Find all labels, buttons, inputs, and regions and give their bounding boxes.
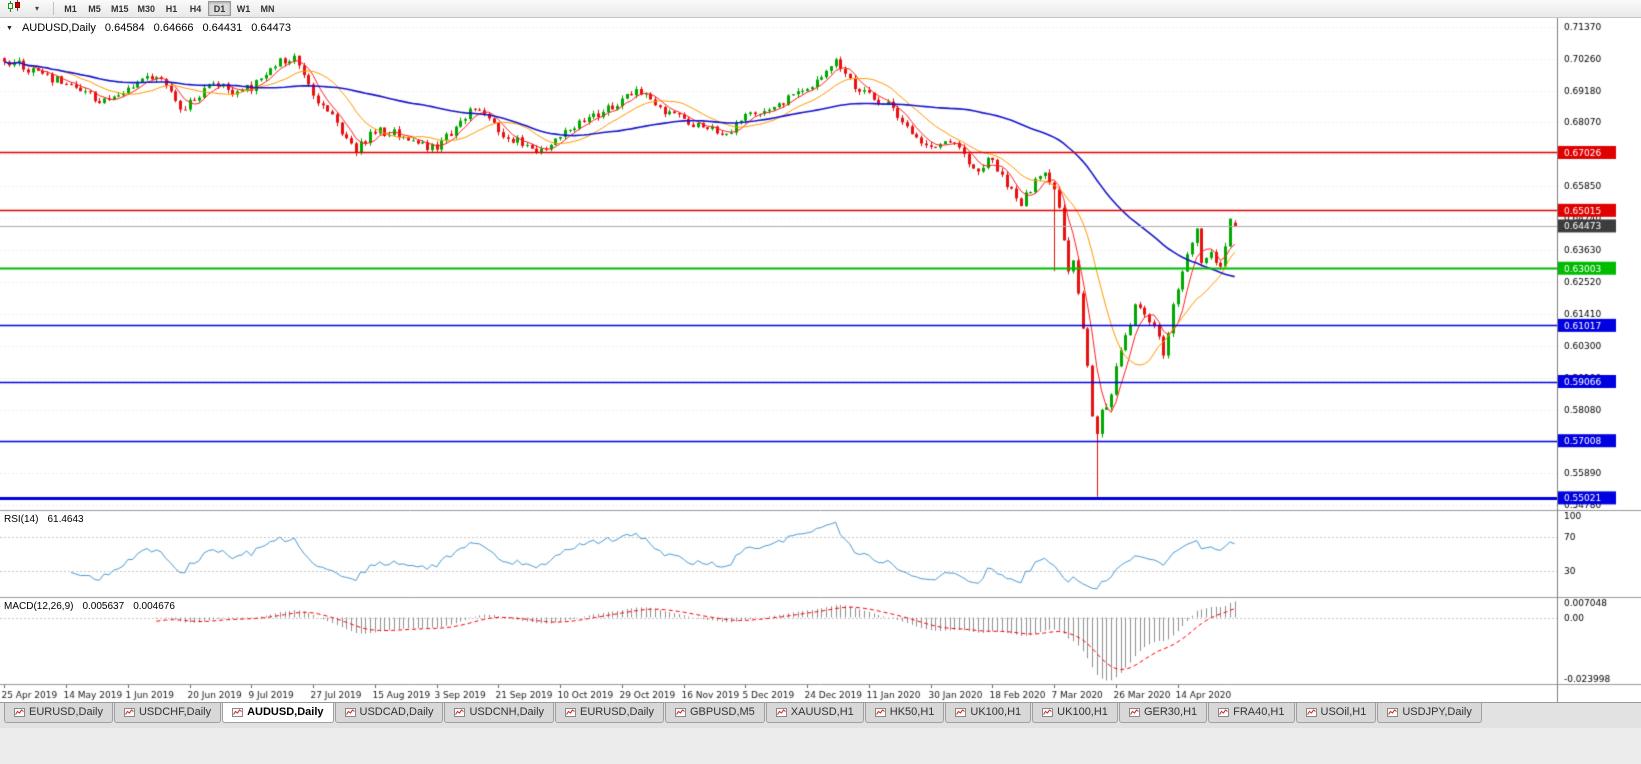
macd-value-signal: 0.004676 [133,601,175,612]
chart-type-dropdown-button[interactable]: ▾ [26,0,48,17]
collapse-triangle-icon[interactable]: ▼ [6,25,13,32]
mini-chart-icon [874,707,886,717]
chart-tab-label: USDCHF,Daily [138,706,212,718]
timeframe-button-m30[interactable]: M30 [134,1,160,16]
rsi-label: RSI(14) [4,514,39,525]
mini-chart-icon [344,707,356,717]
macd-label: MACD(12,26,9) [4,601,74,612]
mini-chart-icon [123,707,135,717]
ohlc-high: 0.64666 [153,22,194,34]
chart-tab-hk50-h1[interactable]: HK50,H1 [864,703,945,723]
chart-tab-gbpusd-m5[interactable]: GBPUSD,M5 [665,703,765,723]
chart-tab-label: USDJPY,Daily [1402,706,1472,718]
timeframe-toolbar: ▾ M1 M5 M15 M30 H1 H4 D1 W1 MN [0,0,1641,18]
chart-tab-label: GBPUSD,M5 [690,706,755,718]
rsi-value: 61.4643 [47,514,84,525]
mini-chart-icon [1128,707,1140,717]
mini-chart-icon [1042,707,1054,717]
timeframe-button-mn[interactable]: MN [256,1,279,16]
timeframe-buttons: M1 M5 M15 M30 H1 H4 D1 W1 MN [59,1,279,16]
mini-chart-icon [14,707,25,717]
mini-chart-icon [775,707,787,717]
mini-chart-icon [1218,707,1230,717]
chart-tab-label: GER30,H1 [1143,706,1198,718]
ohlc-open: 0.64584 [104,22,145,34]
timeframe-button-h4[interactable]: H4 [184,1,207,16]
chart-tabbar: EURUSD,Daily USDCHF,Daily AUDUSD,Daily USDC… [0,702,1641,728]
mini-chart-icon [675,707,686,717]
status-strip [0,728,1641,764]
mini-chart-icon [1305,707,1317,717]
mini-chart-icon [232,707,244,717]
timeframe-button-m1[interactable]: M1 [59,1,82,16]
chart-tab-eurusd-daily[interactable]: EURUSD,Daily [555,703,664,723]
chart-tab-usdcnh-daily[interactable]: USDCNH,Daily [444,703,555,723]
timeframe-button-h1[interactable]: H1 [160,1,183,16]
chart-tab-audusd-daily[interactable]: AUDUSD,Daily [222,703,334,723]
chart-tab-label: AUDUSD,Daily [247,706,324,718]
candlestick-chart-icon [7,0,22,18]
chart-tab-fra40-h1[interactable]: FRA40,H1 [1208,703,1295,723]
timeframe-button-d1[interactable]: D1 [208,1,232,16]
chart-tab-label: HK50,H1 [889,706,935,718]
chart-tab-uk100-h1[interactable]: UK100,H1 [945,703,1032,723]
ohlc-low: 0.64431 [202,22,243,34]
chart-region: ▼ AUDUSD,Daily 0.64584 0.64666 0.64431 0… [0,18,1641,702]
macd-value-main: 0.005637 [82,601,125,612]
macd-indicator-header: MACD(12,26,9) 0.005637 0.004676 [4,601,175,612]
chart-tab-usdchf-daily[interactable]: USDCHF,Daily [113,703,222,723]
toolbar-separator [53,2,54,15]
caret-down-icon: ▾ [34,3,39,13]
chart-tab-usoil-h1[interactable]: USOil,H1 [1295,703,1377,723]
timeframe-button-m5[interactable]: M5 [83,1,106,16]
chart-tab-label: XAUUSD,H1 [790,706,854,718]
timeframe-button-w1[interactable]: W1 [232,1,255,16]
chart-tab-xauusd-h1[interactable]: XAUUSD,H1 [765,703,864,723]
chart-tab-uk100-h1[interactable]: UK100,H1 [1032,703,1118,723]
chart-tab-usdcad-daily[interactable]: USDCAD,Daily [334,703,444,723]
chart-tab-ger30-h1[interactable]: GER30,H1 [1118,703,1208,723]
timeframe-button-m15[interactable]: M15 [107,1,133,16]
chart-tab-label: FRA40,H1 [1233,706,1285,718]
mini-chart-icon [955,707,967,717]
chart-header: ▼ AUDUSD,Daily 0.64584 0.64666 0.64431 0… [6,22,291,34]
chart-tab-label: UK100,H1 [970,706,1022,718]
rsi-indicator-header: RSI(14) 61.4643 [4,514,84,525]
price-chart-canvas[interactable] [0,18,1641,702]
chart-tab-eurusd-daily[interactable]: EURUSD,Daily [4,703,113,723]
chart-tab-label: USDCAD,Daily [359,706,434,718]
chart-tab-label: USOil,H1 [1320,706,1367,718]
chart-tab-label: USDCNH,Daily [469,706,545,718]
chart-tab-label: EURUSD,Daily [580,706,654,718]
chart-tab-label: UK100,H1 [1057,706,1108,718]
chart-tab-label: EURUSD,Daily [29,706,103,718]
chart-tab-usdjpy-daily[interactable]: USDJPY,Daily [1377,703,1482,723]
mini-chart-icon [1387,707,1399,717]
chart-symbol-label: AUDUSD,Daily [21,22,96,34]
mini-chart-icon [565,707,577,717]
chart-type-button[interactable] [3,0,25,17]
ohlc-close: 0.64473 [251,22,291,34]
mini-chart-icon [454,707,466,717]
